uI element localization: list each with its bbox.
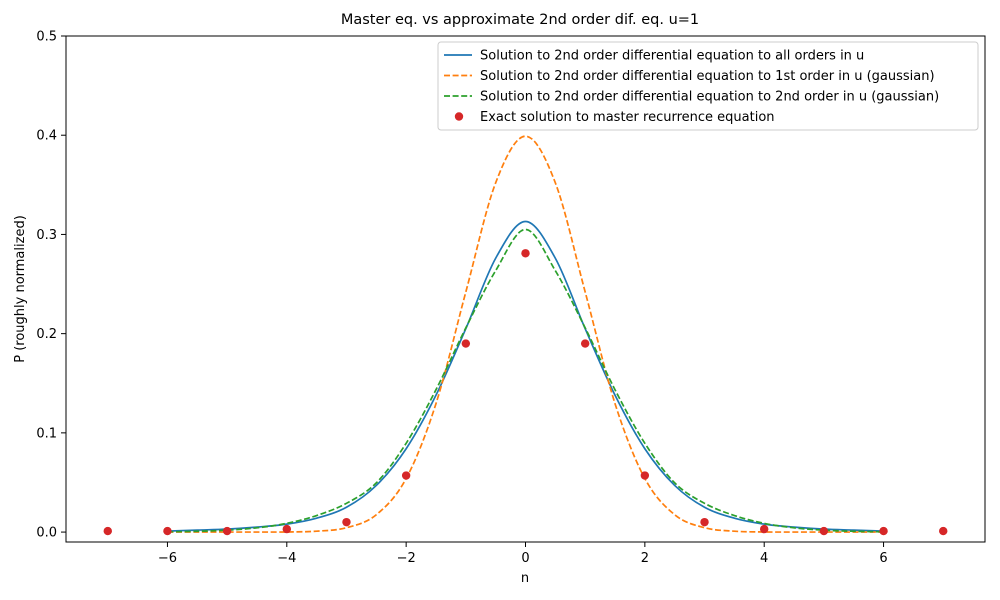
legend-entry: Solution to 2nd order differential equat… <box>444 69 935 84</box>
exact-solution-point <box>401 471 411 480</box>
y-tick-label: 0.2 <box>36 327 57 342</box>
exact-solution-point <box>342 517 351 527</box>
exact-solution-point <box>282 524 291 534</box>
exact-solution-point <box>222 526 232 536</box>
exact-solution-point <box>700 517 709 527</box>
series-second-order-gaussian-line <box>167 228 884 533</box>
y-tick-label: 0.4 <box>36 129 57 144</box>
exact-solution-point <box>580 339 590 348</box>
exact-solution-point <box>521 249 530 258</box>
y-axis-ticks: 0.0 0.1 0.2 0.3 0.4 0.5 <box>36 30 66 541</box>
legend-label: Exact solution to master recurrence equa… <box>480 110 775 125</box>
y-tick-label: 0.1 <box>36 426 57 441</box>
series-first-order-gaussian-line <box>167 135 884 533</box>
exact-solution-point <box>103 526 112 536</box>
x-tick-label: 0 <box>521 551 529 566</box>
series-all-orders-line <box>167 220 884 532</box>
legend-label: Solution to 2nd order differential equat… <box>480 49 864 64</box>
exact-solution-point <box>760 524 769 534</box>
exact-solution-point <box>819 526 829 536</box>
exact-solution-point <box>640 471 650 480</box>
legend-entry: Exact solution to master recurrence equa… <box>454 110 775 125</box>
x-tick-label: −2 <box>397 551 416 566</box>
y-tick-label: 0.0 <box>36 526 57 541</box>
y-tick-label: 0.3 <box>36 228 57 243</box>
x-tick-label: 6 <box>879 551 887 566</box>
chart-title: Master eq. vs approximate 2nd order dif.… <box>341 12 699 28</box>
y-axis-title: P (roughly normalized) <box>13 215 28 363</box>
x-tick-label: −4 <box>277 551 296 566</box>
legend-label: Solution to 2nd order differential equat… <box>480 69 935 84</box>
exact-solution-point <box>939 526 948 536</box>
legend-entry: Solution to 2nd order differential equat… <box>444 49 864 64</box>
plot-area <box>103 135 948 536</box>
x-axis-title: n <box>521 571 529 586</box>
legend-label: Solution to 2nd order differential equat… <box>480 90 939 105</box>
legend-marker <box>454 112 464 121</box>
x-tick-label: 2 <box>641 551 649 566</box>
y-tick-label: 0.5 <box>36 30 57 45</box>
legend-entry: Solution to 2nd order differential equat… <box>444 90 939 105</box>
plot-frame <box>65 35 986 543</box>
legend: Solution to 2nd order differential equat… <box>437 41 979 131</box>
x-tick-label: −6 <box>158 551 177 566</box>
legend-box <box>437 41 979 131</box>
x-axis-ticks: −6 −4 −2 0 2 4 6 <box>158 542 888 566</box>
exact-solution-point <box>461 339 471 348</box>
exact-solution-point <box>879 526 888 536</box>
series-exact-solution-points <box>103 249 948 536</box>
exact-solution-point <box>163 526 172 536</box>
x-tick-label: 4 <box>760 551 768 566</box>
